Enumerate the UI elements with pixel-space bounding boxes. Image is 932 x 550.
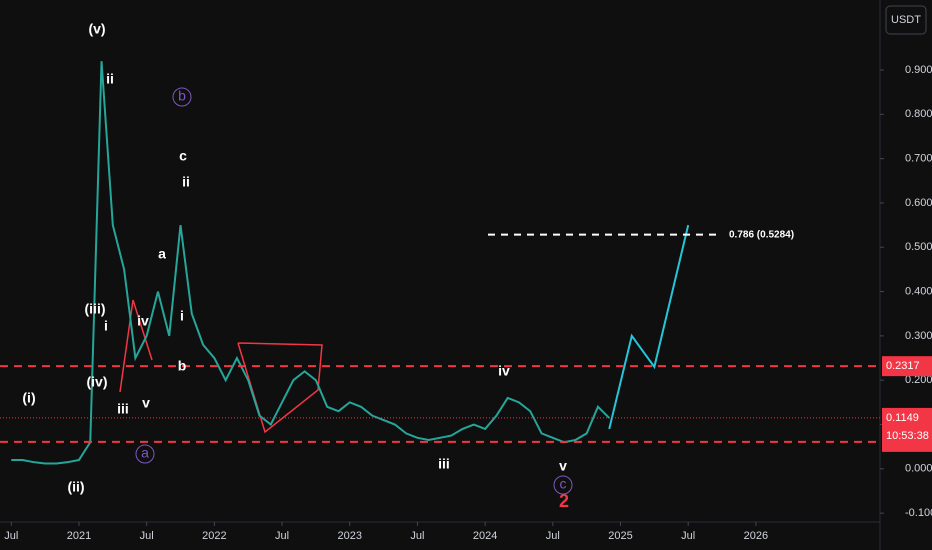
- wave-label: iii: [117, 401, 129, 417]
- currency-label: USDT: [891, 14, 921, 26]
- wave-label: v: [142, 395, 150, 411]
- x-tick-label: 2022: [202, 530, 226, 542]
- level-label: 0.2317: [886, 360, 920, 372]
- wave-label: (ii): [67, 479, 84, 495]
- wave-label: b: [178, 88, 186, 104]
- y-tick-label: 0.9000: [905, 64, 932, 76]
- wave-label: iv: [137, 313, 149, 329]
- x-tick-label: 2024: [473, 530, 497, 542]
- wave-label: 2: [559, 491, 569, 511]
- wave-label: ii: [182, 174, 190, 190]
- price-line: [11, 61, 610, 465]
- y-tick-label: -0.1000: [905, 507, 932, 519]
- x-tick-label: 2026: [744, 530, 768, 542]
- countdown: 10:53:38: [886, 430, 929, 442]
- wave-label: c: [179, 148, 187, 164]
- x-tick-label: Jul: [275, 530, 289, 542]
- wave-circle: [135, 444, 155, 464]
- wave-label: iii: [438, 456, 450, 472]
- wave-label: a: [141, 445, 149, 461]
- x-tick-label: 2021: [67, 530, 91, 542]
- level-tag: [882, 356, 932, 377]
- wave-label: (i): [22, 390, 35, 406]
- wave-label: c: [560, 476, 567, 492]
- x-tick-label: Jul: [410, 530, 424, 542]
- wave-label: (iii): [85, 301, 106, 317]
- wave-circle: [172, 87, 192, 107]
- wave-label: i: [104, 318, 108, 334]
- x-tick-label: Jul: [140, 530, 154, 542]
- x-tick-label: Jul: [681, 530, 695, 542]
- wave-label: v: [559, 458, 567, 474]
- x-tick-label: Jul: [4, 530, 18, 542]
- wave-label: (v): [88, 21, 105, 37]
- wave-circle: [553, 475, 573, 495]
- last-price-label: 0.1149: [886, 412, 919, 424]
- x-tick-label: Jul: [546, 530, 560, 542]
- wave-label: a: [158, 246, 166, 262]
- projection-line: [608, 224, 690, 430]
- fib-label: 0.786 (0.5284): [729, 229, 794, 240]
- wave-label: b: [178, 358, 187, 374]
- wave-label: ii: [106, 71, 114, 87]
- last-price-tag: [882, 407, 932, 446]
- x-tick-label: 2025: [608, 530, 632, 542]
- wave-label: iv: [498, 363, 510, 379]
- wave-label: i: [180, 308, 184, 324]
- x-tick-label: 2023: [338, 530, 362, 542]
- wave-label: (iv): [87, 374, 108, 390]
- currency-button[interactable]: [885, 5, 927, 35]
